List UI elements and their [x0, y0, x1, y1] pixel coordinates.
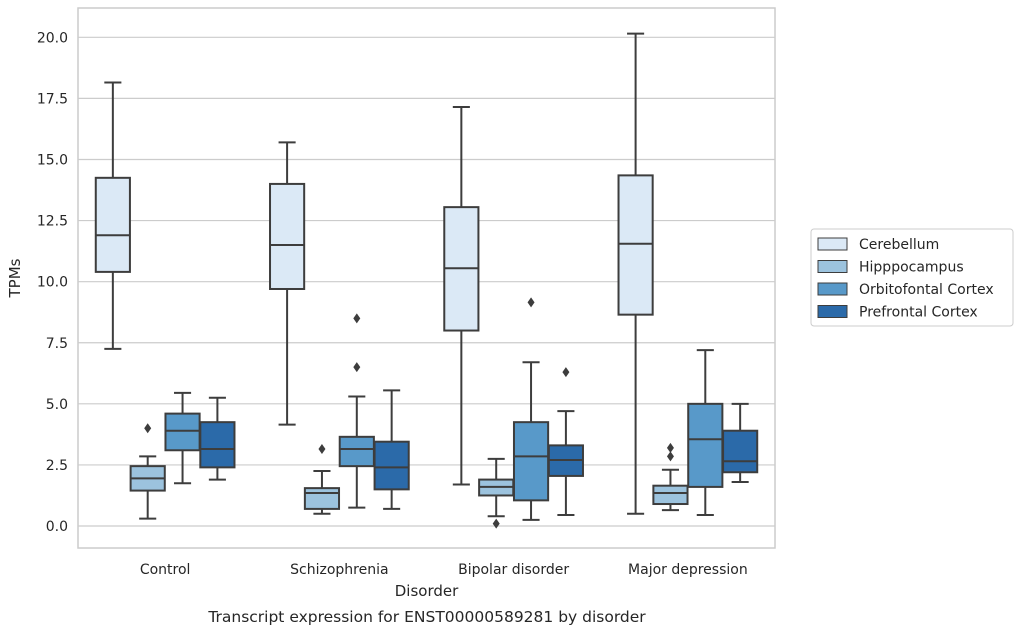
legend-label: Cerebellum	[859, 237, 939, 253]
box	[443, 105, 480, 486]
x-axis-ticks: Control Schizophrenia Bipolar disorder Majo…	[140, 562, 748, 578]
outlier-point	[353, 313, 361, 324]
legend-swatch	[817, 305, 848, 318]
box-body	[617, 174, 654, 316]
box-body	[687, 402, 724, 488]
box-body	[199, 421, 236, 469]
box-body	[164, 412, 201, 452]
y-tick-label: 17.5	[37, 91, 68, 107]
box-body	[373, 440, 410, 491]
y-tick-label: 5.0	[46, 397, 68, 413]
box	[478, 457, 515, 529]
legend-swatch	[817, 260, 848, 273]
y-tick-label: 12.5	[37, 214, 68, 230]
y-axis-label: TPMs	[6, 258, 24, 298]
x-tick-label: Schizophrenia	[290, 562, 388, 578]
y-tick-label: 7.5	[46, 336, 68, 352]
y-axis-ticks: 0.0 2.5 5.0 7.5 10.0 12.5 15.0 17.5 20.0	[37, 30, 68, 535]
box	[652, 442, 689, 512]
legend-swatch	[817, 282, 848, 296]
box	[129, 423, 166, 520]
box	[547, 367, 584, 517]
outlier-point	[562, 367, 570, 378]
outlier-point	[144, 423, 152, 434]
box	[687, 349, 724, 517]
box-body	[269, 182, 306, 290]
legend-label: Prefrontal Cortex	[859, 305, 978, 321]
y-tick-label: 20.0	[37, 30, 68, 46]
x-tick-label: Bipolar disorder	[458, 562, 569, 578]
box	[94, 81, 131, 350]
y-tick-label: 15.0	[37, 152, 68, 168]
box	[303, 444, 341, 515]
box-body	[652, 484, 689, 506]
box	[199, 396, 236, 481]
y-tick-label: 0.0	[46, 519, 68, 535]
box-body	[338, 435, 375, 468]
outlier-point	[353, 362, 361, 373]
outlier-point	[666, 442, 674, 453]
box-body	[512, 421, 550, 502]
chart-caption: Transcript expression for ENST0000058928…	[207, 608, 646, 626]
plot-frame	[77, 7, 776, 549]
box-body	[94, 176, 131, 273]
y-tick-label: 10.0	[37, 275, 68, 291]
x-axis-label: Disorder	[395, 582, 459, 600]
x-tick-label: Control	[140, 562, 191, 578]
box	[338, 313, 375, 509]
box-body	[722, 429, 759, 474]
box	[617, 32, 654, 515]
legend: Cerebellum Hipppocampus Orbitofontal Corte…	[810, 228, 1014, 327]
outlier-point	[666, 451, 674, 462]
legend-frame	[810, 228, 1014, 327]
outlier-point	[318, 444, 326, 455]
legend-label: Orbitofontal Cortex	[859, 282, 994, 298]
box	[373, 389, 410, 510]
box-body	[303, 487, 341, 510]
box	[164, 391, 201, 485]
boxes	[94, 32, 759, 529]
outlier-point	[527, 297, 535, 308]
x-tick-label: Major depression	[628, 562, 748, 578]
box	[269, 141, 306, 426]
y-tick-label: 2.5	[46, 458, 68, 474]
box	[512, 297, 550, 521]
legend-swatch	[817, 237, 848, 251]
gridlines	[78, 36, 775, 527]
box	[722, 402, 759, 484]
legend-label: Hipppocampus	[859, 260, 964, 276]
outlier-point	[492, 518, 500, 529]
